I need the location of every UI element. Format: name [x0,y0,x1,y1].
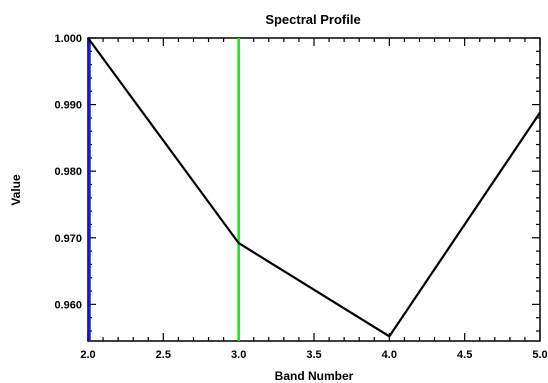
y-axis-label: Value [9,174,23,206]
x-tick-label: 4.0 [382,349,397,361]
chart-title: Spectral Profile [265,12,360,27]
y-tick-label: 0.990 [54,100,82,112]
y-tick-label: 0.980 [54,166,82,178]
plot-area: 2.0 2.5 3.0 3.5 4.0 4.5 5.0 0.960 0.970 0.980 0.99… [54,33,547,361]
x-axis-label: Band Number [275,369,354,383]
x-tick-label: 2.0 [80,349,95,361]
x-tick-label: 5.0 [532,349,547,361]
y-tick-label: 1.000 [54,33,82,45]
x-tick-label: 4.5 [457,349,472,361]
x-tick-label: 3.5 [306,349,321,361]
y-tick-label: 0.970 [54,233,82,245]
x-tick-label: 3.0 [231,349,246,361]
y-tick-label: 0.960 [54,299,82,311]
plot-frame [87,37,541,342]
profile-series-line [87,37,541,338]
x-tick-label: 2.5 [156,349,171,361]
